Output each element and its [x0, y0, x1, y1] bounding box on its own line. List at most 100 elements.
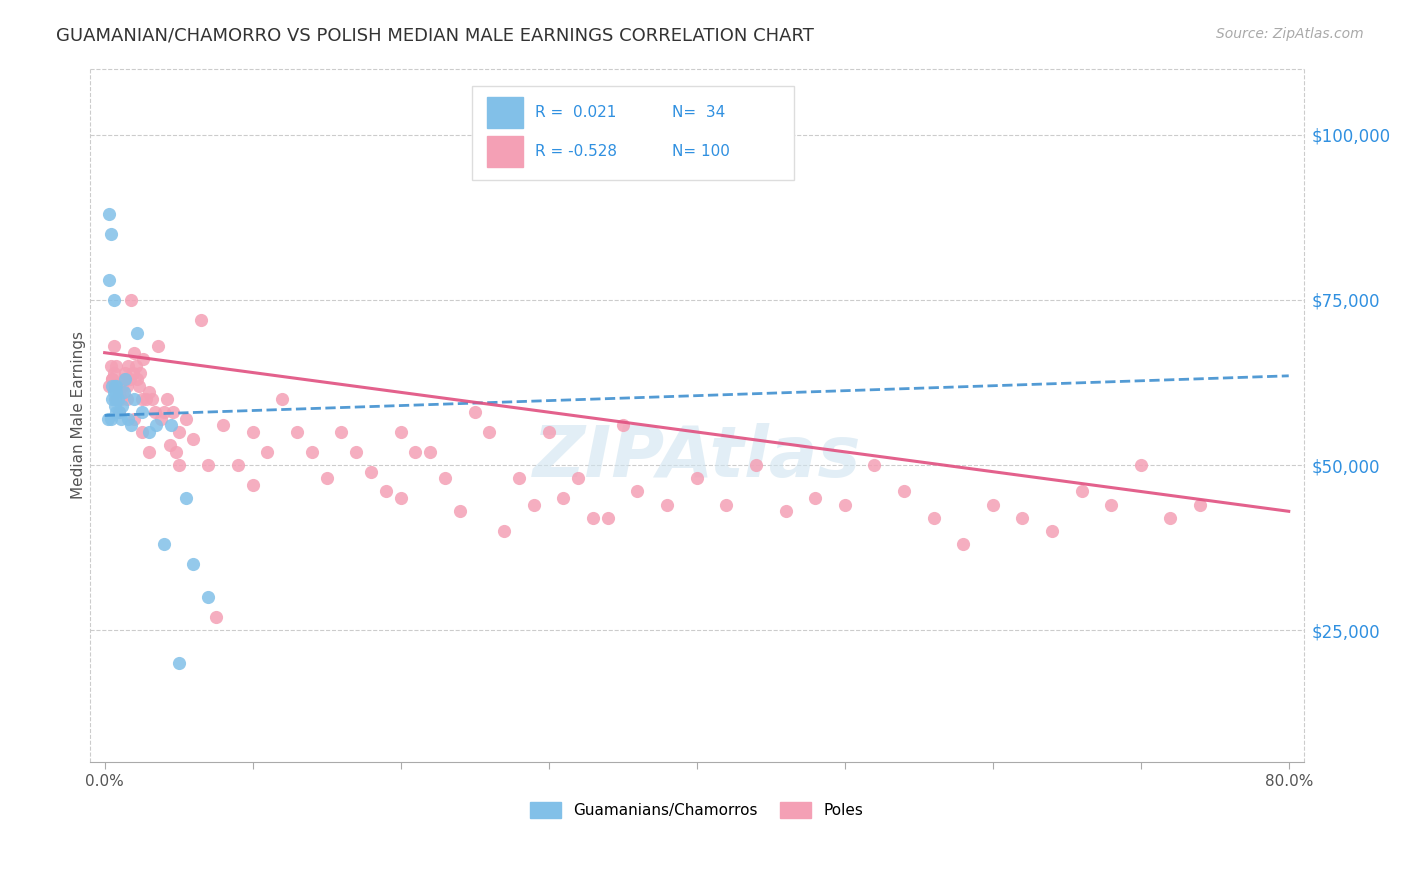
Point — [131, 392, 153, 406]
Point — [108, 405, 131, 419]
Point — [101, 392, 124, 406]
Point — [105, 385, 128, 400]
Point — [108, 405, 131, 419]
Point — [1040, 524, 1063, 538]
Point — [120, 418, 142, 433]
Point — [204, 610, 226, 624]
Point — [582, 511, 605, 525]
Point — [226, 458, 249, 472]
Text: N= 100: N= 100 — [672, 145, 730, 160]
Point — [494, 524, 516, 538]
Point — [121, 366, 143, 380]
Point — [183, 432, 205, 446]
Point — [190, 312, 212, 326]
Point — [105, 378, 128, 392]
Point — [131, 405, 153, 419]
Point — [1070, 484, 1092, 499]
Point — [1129, 458, 1152, 472]
Point — [330, 425, 353, 439]
Point — [115, 378, 138, 392]
Point — [107, 378, 129, 392]
Point — [107, 392, 129, 406]
Point — [104, 378, 127, 392]
Point — [716, 498, 738, 512]
Text: R = -0.528: R = -0.528 — [536, 145, 617, 160]
Legend: Guamanians/Chamorros, Poles: Guamanians/Chamorros, Poles — [524, 796, 869, 824]
Point — [114, 372, 136, 386]
Point — [122, 345, 145, 359]
Point — [156, 392, 179, 406]
Point — [149, 411, 172, 425]
Point — [174, 411, 197, 425]
Point — [612, 418, 634, 433]
Point — [626, 484, 648, 499]
Point — [131, 425, 153, 439]
Point — [686, 471, 709, 485]
Point — [159, 438, 181, 452]
Point — [103, 385, 125, 400]
Point — [115, 392, 138, 406]
Point — [655, 498, 678, 512]
Point — [117, 359, 139, 373]
Point — [145, 418, 167, 433]
Point — [537, 425, 560, 439]
Point — [285, 425, 308, 439]
Point — [122, 411, 145, 425]
Point — [167, 425, 190, 439]
Bar — [486, 136, 523, 168]
Point — [135, 392, 157, 406]
Point — [162, 405, 184, 419]
Point — [128, 378, 150, 392]
Point — [105, 392, 128, 406]
Point — [110, 411, 132, 425]
Text: R =  0.021: R = 0.021 — [536, 104, 617, 120]
Point — [775, 504, 797, 518]
Point — [153, 537, 176, 551]
Text: N=  34: N= 34 — [672, 104, 725, 120]
Point — [103, 293, 125, 307]
Text: GUAMANIAN/CHAMORRO VS POLISH MEDIAN MALE EARNINGS CORRELATION CHART: GUAMANIAN/CHAMORRO VS POLISH MEDIAN MALE… — [56, 27, 814, 45]
Y-axis label: Median Male Earnings: Median Male Earnings — [72, 332, 86, 500]
Point — [419, 445, 441, 459]
Point — [100, 227, 122, 241]
Bar — [486, 96, 523, 128]
Point — [167, 657, 190, 671]
Point — [212, 418, 235, 433]
Point — [1011, 511, 1033, 525]
Point — [129, 366, 152, 380]
Point — [103, 366, 125, 380]
Point — [141, 392, 163, 406]
Point — [167, 458, 190, 472]
Point — [1159, 511, 1181, 525]
Point — [104, 378, 127, 392]
Point — [981, 498, 1004, 512]
Point — [100, 359, 122, 373]
Point — [101, 372, 124, 386]
Point — [101, 378, 124, 392]
Point — [464, 405, 486, 419]
Point — [105, 359, 128, 373]
Point — [553, 491, 575, 505]
Point — [360, 465, 382, 479]
Point — [138, 385, 160, 400]
Point — [434, 471, 457, 485]
Point — [449, 504, 471, 518]
Point — [97, 411, 120, 425]
Point — [922, 511, 945, 525]
Point — [374, 484, 396, 499]
Point — [344, 445, 367, 459]
Point — [100, 411, 122, 425]
Point — [101, 372, 124, 386]
Point — [125, 359, 148, 373]
Point — [143, 405, 166, 419]
Point — [952, 537, 974, 551]
Point — [508, 471, 530, 485]
Point — [98, 207, 121, 221]
Point — [127, 326, 149, 340]
Point — [98, 378, 121, 392]
Point — [160, 418, 183, 433]
Point — [165, 445, 187, 459]
Point — [1188, 498, 1211, 512]
Point — [110, 392, 132, 406]
Point — [256, 445, 278, 459]
